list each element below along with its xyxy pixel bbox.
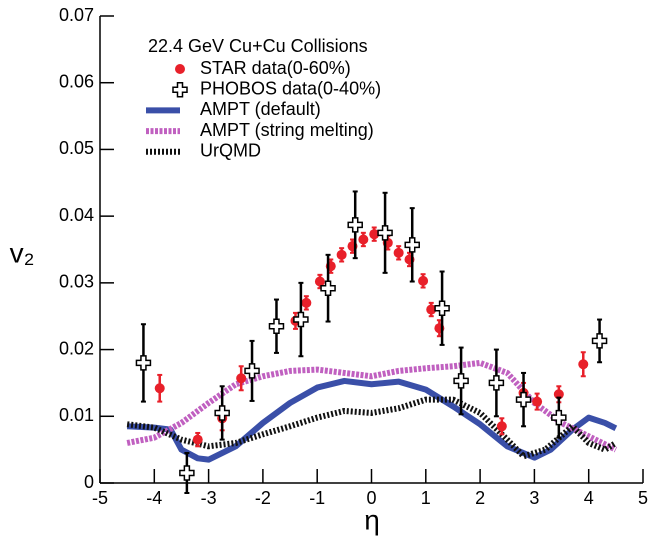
point <box>293 311 309 328</box>
point <box>532 396 543 407</box>
point <box>236 373 247 384</box>
legend-entry: AMPT (default) <box>146 99 321 119</box>
legend-label: AMPT (default) <box>200 99 321 119</box>
data-point <box>434 270 450 346</box>
point <box>426 304 437 315</box>
data-point <box>314 273 325 290</box>
point <box>320 280 336 296</box>
data-point <box>377 191 393 274</box>
y-tick-label: 0.04 <box>59 205 94 225</box>
data-point <box>214 385 230 441</box>
point <box>377 225 393 241</box>
point <box>496 421 507 432</box>
data-point <box>591 318 608 364</box>
x-tick-label: -5 <box>92 488 108 508</box>
data-point <box>393 245 404 261</box>
legend-label: UrQMD <box>200 141 261 161</box>
data-point <box>320 253 336 323</box>
data-point <box>192 431 203 448</box>
x-tick-label: 1 <box>421 488 431 508</box>
legend-label: PHOBOS data(0-40%) <box>200 78 381 98</box>
legend-title: 22.4 GeV Cu+Cu Collisions <box>148 36 368 56</box>
y-tick-label: 0 <box>84 472 94 492</box>
data-point <box>496 417 507 436</box>
point <box>418 275 429 286</box>
point <box>578 359 589 370</box>
x-tick-label: 5 <box>638 488 648 508</box>
x-tick-label: -4 <box>146 488 162 508</box>
y-tick-label: 0.02 <box>59 338 94 358</box>
legend-entry: STAR data(0-60%) <box>175 58 351 78</box>
point <box>135 355 152 371</box>
point <box>301 297 312 308</box>
data-point <box>179 451 195 495</box>
x-tick-label: -2 <box>255 488 271 508</box>
data-point <box>426 301 437 318</box>
point <box>434 300 450 316</box>
y-tick-label: 0.06 <box>59 71 94 91</box>
legend-entry: AMPT (string melting) <box>146 120 374 140</box>
data-point <box>293 281 309 358</box>
point <box>488 375 505 391</box>
y-tick-label: 0.03 <box>59 272 94 292</box>
data-point <box>135 323 152 403</box>
data-point <box>551 396 567 439</box>
data-point <box>488 348 505 418</box>
data-point <box>236 365 247 392</box>
point <box>369 229 380 240</box>
point <box>393 247 404 258</box>
legend-swatch <box>172 81 188 98</box>
point <box>244 363 260 379</box>
y-axis-label: v₂ <box>10 237 35 268</box>
point <box>551 409 567 426</box>
point <box>591 333 608 349</box>
x-tick-label: 0 <box>366 488 376 508</box>
legend-label: AMPT (string melting) <box>200 120 374 140</box>
point <box>358 234 369 245</box>
model-curve <box>127 377 618 463</box>
point <box>347 217 363 233</box>
legend-entry: UrQMD <box>146 141 261 161</box>
point <box>154 383 165 394</box>
data-point <box>532 392 543 411</box>
y-tick-label: 0.05 <box>59 138 94 158</box>
y-tick-label: 0.01 <box>59 405 94 425</box>
point <box>192 434 203 445</box>
point <box>515 391 532 408</box>
data-point <box>336 247 347 263</box>
point <box>314 276 325 287</box>
point <box>453 373 469 389</box>
data-point <box>578 351 589 378</box>
data-point <box>418 273 429 289</box>
point <box>214 405 230 421</box>
data-point <box>358 231 369 248</box>
data-point <box>515 371 532 428</box>
data-point <box>268 298 285 354</box>
x-tick-label: -1 <box>309 488 325 508</box>
data-point <box>301 295 312 311</box>
x-tick-label: 3 <box>529 488 539 508</box>
point <box>268 318 285 334</box>
data-point <box>453 346 469 416</box>
legend-swatch <box>175 64 185 74</box>
data-point <box>244 339 260 402</box>
point <box>336 249 347 260</box>
data-point <box>154 373 165 403</box>
x-tick-label: 2 <box>475 488 485 508</box>
legend-label: STAR data(0-60%) <box>200 58 351 78</box>
x-tick-label: 4 <box>584 488 594 508</box>
data-point <box>369 226 380 242</box>
x-tick-label: -3 <box>201 488 217 508</box>
model-curve <box>126 396 618 460</box>
data-point <box>404 207 420 283</box>
point <box>179 465 195 481</box>
y-tick-label: 0.07 <box>59 5 94 25</box>
legend-entry: PHOBOS data(0-40%) <box>172 78 381 98</box>
point <box>404 237 420 253</box>
x-axis-label: η <box>364 504 380 535</box>
data-point <box>347 190 363 260</box>
